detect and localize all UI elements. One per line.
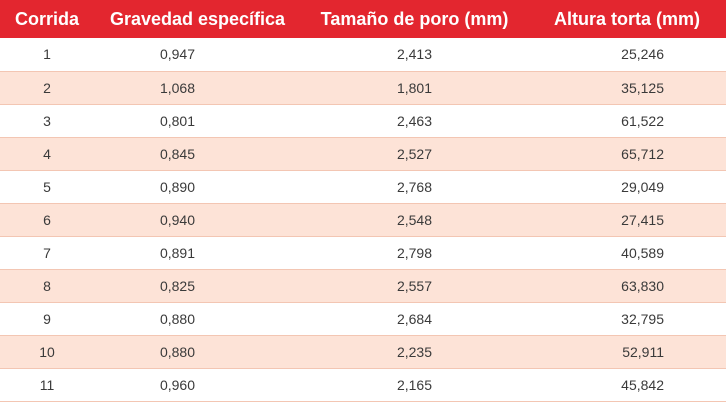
cell-altura-torta: 45,842 [528,368,726,402]
cell-altura-torta: 63,830 [528,269,726,303]
cell-gravedad: 0,891 [94,236,301,270]
cell-corrida: 3 [0,104,94,138]
table-row: 8 0,825 2,557 63,830 [0,269,726,303]
cell-altura-torta: 25,246 [528,38,726,72]
cell-corrida: 9 [0,302,94,336]
table-row: 6 0,940 2,548 27,415 [0,203,726,237]
cell-corrida: 7 [0,236,94,270]
cell-altura-torta: 61,522 [528,104,726,138]
header-tamano-de-poro: Tamaño de poro (mm) [320,8,509,29]
cell-altura-torta: 52,911 [528,335,726,369]
cell-tamano-poro: 2,548 [301,203,528,237]
cell-gravedad: 1,068 [94,71,301,105]
header-corrida: Corrida [14,8,79,29]
table-row: 3 0,801 2,463 61,522 [0,104,726,138]
cell-corrida: 1 [0,38,94,72]
cell-tamano-poro: 1,801 [301,71,528,105]
table-row: 7 0,891 2,798 40,589 [0,236,726,270]
cell-altura-torta: 40,589 [528,236,726,270]
header-gravedad-especifica: Gravedad específica [109,8,286,29]
cell-tamano-poro: 2,684 [301,302,528,336]
cell-corrida: 10 [0,335,94,369]
cell-tamano-poro: 2,768 [301,170,528,204]
cell-gravedad: 0,801 [94,104,301,138]
cell-gravedad: 0,960 [94,368,301,402]
table-row: 11 0,960 2,165 45,842 [0,368,726,402]
table-header: Corrida Gravedad específica Tamaño de po… [0,0,726,38]
cell-corrida: 4 [0,137,94,171]
cell-tamano-poro: 2,413 [301,38,528,72]
cell-altura-torta: 27,415 [528,203,726,237]
table-row: 10 0,880 2,235 52,911 [0,335,726,369]
cell-tamano-poro: 2,527 [301,137,528,171]
cell-corrida: 2 [0,71,94,105]
cell-gravedad: 0,845 [94,137,301,171]
cell-tamano-poro: 2,557 [301,269,528,303]
cell-altura-torta: 35,125 [528,71,726,105]
cell-gravedad: 0,890 [94,170,301,204]
header-altura-torta: Altura torta (mm) [553,8,700,29]
cell-corrida: 5 [0,170,94,204]
cell-tamano-poro: 2,463 [301,104,528,138]
table-row: 5 0,890 2,768 29,049 [0,170,726,204]
table-body: 1 0,947 2,413 25,246 2 1,068 1,801 35,12… [0,38,726,402]
table-row: 9 0,880 2,684 32,795 [0,302,726,336]
cell-gravedad: 0,825 [94,269,301,303]
cell-tamano-poro: 2,165 [301,368,528,402]
cell-gravedad: 0,880 [94,302,301,336]
cell-corrida: 8 [0,269,94,303]
cell-gravedad: 0,880 [94,335,301,369]
table-row: 1 0,947 2,413 25,246 [0,38,726,72]
cell-tamano-poro: 2,798 [301,236,528,270]
cell-altura-torta: 65,712 [528,137,726,171]
cell-tamano-poro: 2,235 [301,335,528,369]
cell-gravedad: 0,947 [94,38,301,72]
cell-altura-torta: 29,049 [528,170,726,204]
table-row: 2 1,068 1,801 35,125 [0,71,726,105]
table-row: 4 0,845 2,527 65,712 [0,137,726,171]
cell-gravedad: 0,940 [94,203,301,237]
cell-altura-torta: 32,795 [528,302,726,336]
header-row: Corrida Gravedad específica Tamaño de po… [0,0,726,38]
cell-corrida: 11 [0,368,94,402]
cell-corrida: 6 [0,203,94,237]
